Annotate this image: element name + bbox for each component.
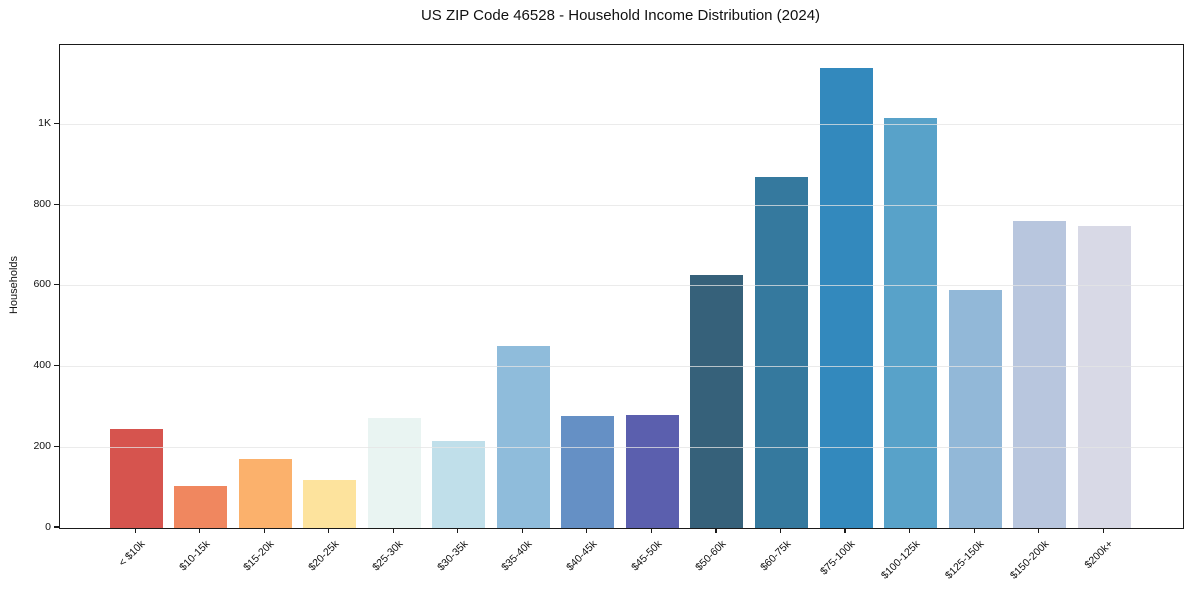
x-tick-mark — [779, 528, 782, 533]
y-tick-mark — [54, 203, 59, 205]
bar-$125-150k — [948, 289, 1002, 528]
x-tick-label: < $10k — [116, 538, 148, 569]
x-tick-mark — [844, 528, 846, 533]
x-tick-mark — [586, 528, 588, 533]
chart-title: US ZIP Code 46528 - Household Income Dis… — [420, 7, 821, 24]
x-tick-label: $60-75k — [757, 538, 793, 574]
x-tick-mark — [134, 528, 136, 533]
x-tick-mark — [1102, 528, 1104, 533]
bar-$150-200k — [1013, 221, 1067, 528]
bar-$100-125k — [884, 118, 938, 528]
bar-$10-15k — [174, 485, 228, 528]
bar-$50-60k — [690, 274, 744, 528]
x-tick-label: $75-100k — [818, 538, 858, 578]
gridline — [60, 124, 1183, 125]
x-tick-label: $50-60k — [693, 538, 729, 574]
x-tick-label: $40-45k — [564, 538, 600, 574]
x-tick-label: $150-200k — [1007, 538, 1052, 582]
x-tick-label: $20-25k — [306, 538, 342, 574]
x-tick-mark — [973, 528, 975, 533]
x-tick-label: $10-15k — [176, 538, 213, 574]
bar-$35-40k — [496, 346, 550, 528]
x-tick-label: $125-150k — [943, 538, 987, 582]
x-tick-mark — [263, 528, 265, 533]
bar-$40-45k — [561, 416, 615, 528]
y-tick-mark — [54, 365, 59, 367]
bar-$15-20k — [238, 459, 292, 528]
x-tick-label: $35-40k — [499, 538, 535, 574]
bar-$25-30k — [367, 417, 421, 528]
y-tick-label: 400 — [33, 359, 51, 372]
x-tick-label: $30-35k — [435, 538, 471, 574]
x-tick-mark — [1038, 528, 1040, 533]
y-tick-label: 0 — [45, 520, 51, 533]
x-tick-mark — [457, 528, 459, 533]
x-tick-mark — [392, 528, 394, 533]
bar-$60-75k — [755, 176, 808, 528]
x-tick-mark — [328, 528, 330, 533]
y-tick-mark — [54, 122, 59, 125]
x-tick-mark — [521, 528, 523, 533]
gridline — [60, 204, 1183, 206]
x-tick-label: $45-50k — [628, 538, 664, 574]
x-tick-label: $25-30k — [370, 538, 406, 574]
gridline — [60, 366, 1183, 368]
y-tick-label: 600 — [33, 278, 51, 291]
plot-area — [59, 44, 1184, 529]
y-tick-mark — [54, 445, 59, 447]
bar-$30-35k — [432, 441, 486, 528]
x-tick-mark — [715, 528, 717, 533]
x-tick-mark — [650, 528, 653, 533]
bar-$75-100k — [819, 68, 873, 528]
y-tick-label: 200 — [33, 439, 51, 452]
bar-$20-25k — [303, 479, 357, 528]
y-tick-label: 800 — [33, 197, 51, 210]
bar-< $10k — [109, 429, 163, 528]
y-tick-mark — [54, 526, 59, 528]
x-tick-label: $200k+ — [1082, 538, 1116, 572]
x-tick-label: $15-20k — [241, 538, 277, 574]
x-tick-mark — [908, 528, 911, 533]
x-tick-label: $100-125k — [878, 538, 922, 582]
gridline — [60, 446, 1183, 448]
gridline — [60, 285, 1183, 287]
y-tick-label: 1K — [38, 117, 51, 129]
y-tick-mark — [54, 284, 59, 286]
bar-$45-50k — [625, 415, 679, 528]
x-tick-mark — [199, 528, 201, 533]
bar-$200k+ — [1077, 226, 1131, 528]
